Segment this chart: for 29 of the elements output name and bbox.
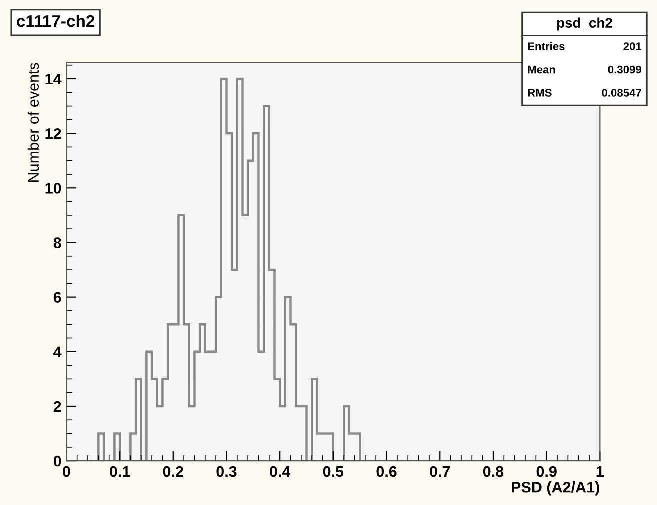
x-tick-label: 0.9: [536, 466, 557, 478]
x-tick-label: 0.4: [270, 466, 291, 478]
text: 0.3099: [608, 66, 642, 74]
annotation: Mean: [528, 66, 556, 74]
y-tick-label: 4: [54, 346, 62, 358]
text: Entries: [528, 42, 565, 50]
x-tick-label: 0.3: [216, 466, 237, 478]
y-tick-label: 14: [46, 74, 62, 85]
x-tick-label: 0: [63, 466, 70, 478]
text: 201: [624, 42, 642, 50]
x-tick-label: 0.6: [376, 466, 397, 478]
x-tick-label: 0.2: [163, 466, 184, 478]
x-axis-title: PSD (A2/A1): [512, 482, 600, 496]
y-tick-label: 6: [54, 292, 62, 304]
text: 0.08547: [602, 89, 642, 97]
y-tick-label: 0: [54, 456, 62, 467]
x-tick-label: 0.5: [323, 466, 344, 478]
x-tick-label: 0.1: [110, 466, 130, 478]
text: psd_ch2: [557, 18, 612, 31]
y-tick-label: 8: [54, 238, 62, 248]
y-tick-label: 10: [46, 183, 62, 194]
chart-title: c1117-ch2: [17, 14, 95, 28]
y-tick-label: 2: [54, 401, 62, 412]
y-tick-label: 12: [46, 128, 62, 140]
x-tick-label: 1: [596, 466, 604, 477]
annotation: RMS: [528, 89, 552, 97]
x-tick-label: 0.7: [430, 466, 450, 478]
y-axis-title: Number of events: [28, 63, 40, 182]
x-tick-label: 0.8: [483, 466, 504, 478]
